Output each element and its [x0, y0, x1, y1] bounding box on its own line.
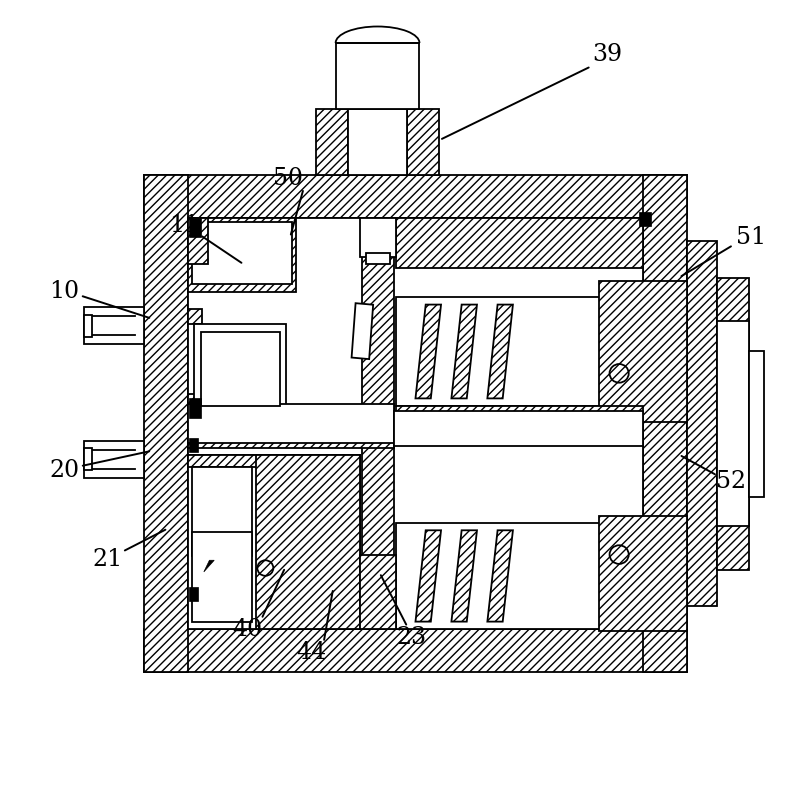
Bar [599, 281, 687, 422]
Bar [188, 217, 295, 291]
Bar [348, 109, 408, 175]
Text: 23: 23 [396, 626, 427, 648]
Bar [84, 440, 144, 478]
Polygon shape [487, 531, 513, 622]
Bar [189, 437, 199, 451]
Bar [188, 409, 394, 448]
Bar [188, 394, 203, 422]
Bar [395, 406, 643, 429]
Bar [84, 307, 144, 345]
Bar [189, 586, 199, 601]
Bar [717, 321, 750, 526]
Bar [599, 517, 687, 631]
Text: 21: 21 [93, 548, 123, 571]
Polygon shape [352, 303, 373, 359]
Bar [395, 217, 643, 268]
Bar [188, 217, 208, 265]
Bar [188, 309, 203, 324]
Bar [84, 448, 92, 470]
Bar [192, 532, 252, 622]
Text: 44: 44 [296, 641, 327, 664]
Bar [192, 221, 291, 283]
Bar [188, 455, 361, 630]
Text: 52: 52 [716, 470, 746, 493]
Bar [394, 411, 643, 446]
Bar [336, 43, 420, 109]
Bar [188, 455, 361, 467]
Bar [643, 175, 687, 672]
Bar [189, 398, 201, 418]
Polygon shape [487, 305, 513, 399]
Polygon shape [416, 305, 441, 399]
Bar [84, 315, 92, 337]
Bar [639, 211, 651, 225]
Bar [361, 555, 395, 630]
Text: 10: 10 [49, 280, 79, 303]
Text: 50: 50 [273, 167, 303, 191]
Bar [362, 217, 394, 630]
Text: 11: 11 [169, 214, 199, 237]
Polygon shape [204, 560, 214, 572]
Bar [366, 253, 390, 265]
Bar [188, 404, 394, 443]
Text: 51: 51 [736, 225, 766, 249]
Bar [361, 217, 395, 257]
Bar [316, 109, 348, 175]
Bar [750, 351, 763, 497]
Text: 39: 39 [592, 43, 622, 66]
Bar [189, 217, 201, 237]
Text: 40: 40 [232, 618, 263, 641]
Bar [256, 455, 361, 630]
Polygon shape [451, 531, 477, 622]
Bar [144, 175, 188, 672]
Bar [194, 324, 286, 414]
Bar [192, 467, 252, 557]
Bar [687, 241, 717, 606]
Bar [144, 175, 687, 217]
Bar [144, 630, 687, 672]
Polygon shape [416, 531, 441, 622]
Bar [395, 523, 643, 630]
Bar [408, 109, 440, 175]
Bar [188, 217, 643, 630]
Bar [201, 332, 280, 406]
Polygon shape [451, 305, 477, 399]
Text: 20: 20 [49, 458, 79, 482]
Bar [717, 278, 750, 570]
Bar [395, 297, 643, 406]
